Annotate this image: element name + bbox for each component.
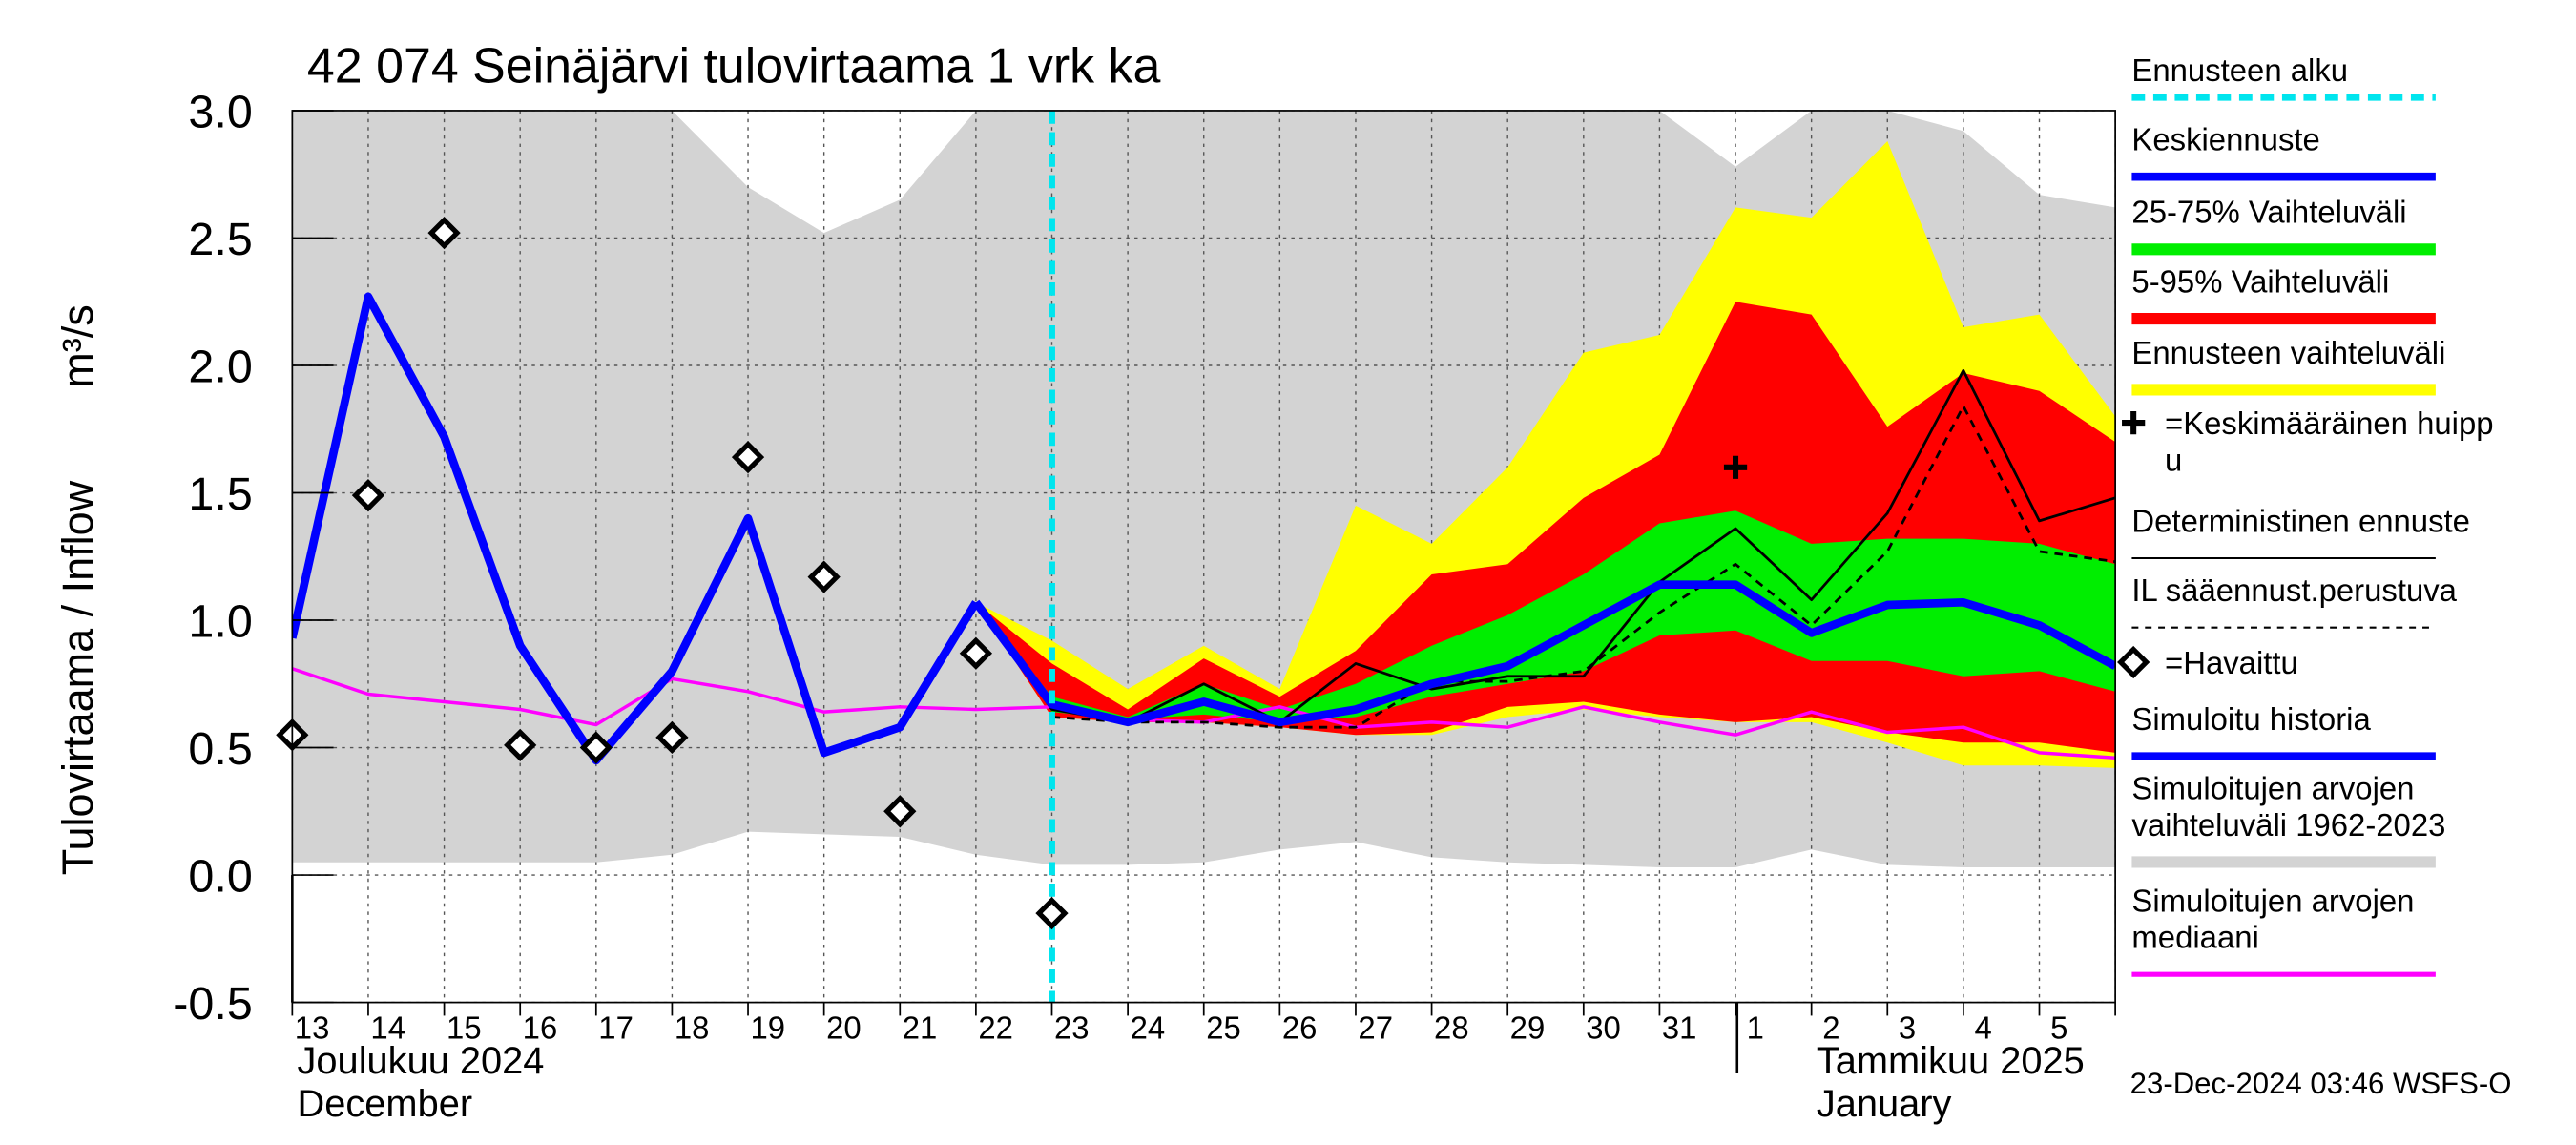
x-tick-label: 30	[1586, 1010, 1621, 1046]
diamond	[731, 440, 765, 474]
x-tick-label: 27	[1358, 1010, 1393, 1046]
x-tick-label: 21	[903, 1010, 938, 1046]
y-tick-label: 1.0	[188, 595, 252, 647]
legend-label: Simuloitujen arvojen	[2131, 771, 2414, 806]
diamond	[1035, 896, 1069, 930]
diamond	[655, 720, 689, 755]
legend-label: 25-75% Vaihteluväli	[2131, 195, 2406, 230]
x-tick-label: 19	[751, 1010, 786, 1046]
footer: 23-Dec-2024 03:46 WSFS-O	[2130, 1067, 2512, 1100]
plot-area	[292, 110, 2116, 1003]
x-tick-label: 13	[295, 1010, 330, 1046]
x-tick-label: 15	[447, 1010, 482, 1046]
legend-label: Simuloitu historia	[2131, 701, 2371, 737]
legend-label: 5-95% Vaihteluväli	[2131, 263, 2389, 299]
x-tick-label: 23	[1054, 1010, 1090, 1046]
x-tick-label: 29	[1510, 1010, 1546, 1046]
month-label: Tammikuu 2025	[1817, 1040, 2085, 1082]
plus	[1723, 455, 1748, 479]
x-tick-label: 17	[598, 1010, 634, 1046]
diamond	[959, 636, 993, 670]
legend-label: vaihteluväli 1962-2023	[2131, 807, 2445, 843]
legend: Ennusteen alku Keskiennuste 25-75% Vaihtel…	[2117, 52, 2494, 977]
x-tick-label: 31	[1662, 1010, 1697, 1046]
diamond	[579, 731, 613, 764]
line	[292, 292, 980, 765]
legend-label: =Keskimääräinen huipp	[2165, 406, 2493, 441]
month-label: January	[1817, 1083, 1952, 1125]
chart-title: 42 074 Seinäjärvi tulovirtaama 1 vrk ka	[307, 39, 1161, 94]
legend-label: IL sääennust.perustuva	[2131, 572, 2457, 608]
y-tick-label: 0.0	[188, 850, 252, 902]
x-tick-label: 3	[1899, 1010, 1916, 1046]
x-tick-label: 14	[370, 1010, 405, 1046]
x-tick-label: 1	[1747, 1010, 1764, 1046]
legend-label: Simuloitujen arvojen	[2131, 883, 2414, 918]
x-tick-label: 25	[1206, 1010, 1241, 1046]
x-tick-label: 16	[523, 1010, 558, 1046]
diamond	[351, 479, 385, 512]
legend-label: =Havaittu	[2165, 645, 2298, 680]
x-tick-label: 26	[1282, 1010, 1318, 1046]
legend-label: u	[2165, 442, 2182, 477]
diamond	[2117, 645, 2150, 679]
y-tick-label: 2.5	[188, 214, 252, 265]
x-tick-label: 24	[1131, 1010, 1166, 1046]
x-tick-label: 28	[1434, 1010, 1469, 1046]
y-tick-label: 1.5	[188, 468, 252, 520]
x-tick-label: 2	[1822, 1010, 1839, 1046]
y-tick-label: -0.5	[173, 978, 252, 1030]
y-axis-label: Tulovirtaama / Inflow	[53, 480, 102, 875]
x-tick-label: 22	[978, 1010, 1013, 1046]
diamond	[883, 795, 917, 828]
month-label: December	[298, 1083, 473, 1125]
x-tick-label: 20	[826, 1010, 862, 1046]
y-axis-unit: m³/s	[53, 304, 102, 387]
legend-label: Deterministinen ennuste	[2131, 503, 2470, 538]
y-tick-label: 3.0	[188, 86, 252, 137]
plus	[2122, 410, 2146, 435]
legend-label: Keskiennuste	[2131, 122, 2319, 157]
line	[1051, 405, 2116, 729]
legend-label: Ennusteen alku	[2131, 52, 2348, 88]
x-tick-label: 5	[2050, 1010, 2067, 1046]
x-tick-label: 18	[675, 1010, 710, 1046]
legend-label: mediaani	[2131, 919, 2258, 954]
line	[972, 580, 2116, 727]
legend-label: Ennusteen vaihteluväli	[2131, 335, 2445, 370]
diamond	[504, 728, 537, 762]
diamond	[807, 560, 841, 593]
y-tick-label: 0.5	[188, 723, 252, 775]
y-tick-label: 2.0	[188, 341, 252, 392]
month-label: Joulukuu 2024	[298, 1040, 545, 1082]
band	[975, 510, 2116, 722]
x-tick-label: 4	[1975, 1010, 1992, 1046]
diamond	[427, 217, 461, 250]
